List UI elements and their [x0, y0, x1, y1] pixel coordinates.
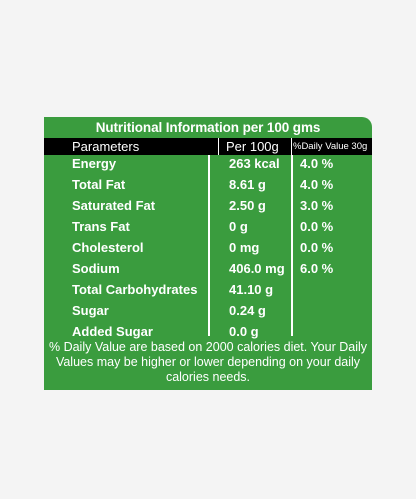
column-divider — [291, 155, 293, 336]
row-value: 41.10 g — [229, 282, 274, 297]
row-name: Cholesterol — [72, 240, 144, 255]
row-daily-value: 4.0 % — [300, 177, 334, 192]
table-row: Energy 263 kcal 4.0 % — [44, 155, 372, 176]
table-row: Cholesterol 0 mg 0.0 % — [44, 239, 372, 260]
header-per-100g: Per 100g — [226, 139, 279, 154]
table-header: Parameters Per 100g %Daily Value 30g — [44, 138, 372, 155]
row-daily-value: 3.0 % — [300, 198, 334, 213]
header-daily-value: %Daily Value 30g — [293, 141, 368, 152]
row-name: Total Fat — [72, 177, 126, 192]
row-name: Sodium — [72, 261, 120, 276]
row-value: 8.61 g — [229, 177, 266, 192]
row-name: Added Sugar — [72, 324, 153, 339]
row-name: Saturated Fat — [72, 198, 156, 213]
row-name: Total Carbohydrates — [72, 282, 198, 297]
table-row: Sugar 0.24 g — [44, 302, 372, 323]
table-row: Trans Fat 0 g 0.0 % — [44, 218, 372, 239]
table-row: Total Carbohydrates 41.10 g — [44, 281, 372, 302]
nutrition-title: Nutritional Information per 100 gms — [95, 120, 321, 135]
header-divider — [218, 138, 219, 155]
header-divider — [291, 138, 292, 155]
row-value: 2.50 g — [229, 198, 266, 213]
row-daily-value: 4.0 % — [300, 156, 334, 171]
column-divider — [208, 155, 210, 336]
row-value: 263 kcal — [229, 156, 280, 171]
table-row: Saturated Fat 2.50 g 3.0 % — [44, 197, 372, 218]
row-value: 0 g — [229, 219, 248, 234]
daily-value-note: % Daily Value are based on 2000 calories… — [48, 340, 368, 384]
row-name: Sugar — [72, 303, 109, 318]
row-value: 406.0 mg — [229, 261, 285, 276]
row-value: 0.24 g — [229, 303, 266, 318]
table-row: Sodium 406.0 mg 6.0 % — [44, 260, 372, 281]
row-value: 0 mg — [229, 240, 260, 255]
row-value: 0.0 g — [229, 324, 259, 339]
nutrition-panel: Nutritional Information per 100 gms Para… — [44, 117, 372, 390]
table-row: Total Fat 8.61 g 4.0 % — [44, 176, 372, 197]
header-parameters: Parameters — [72, 139, 140, 154]
row-name: Energy — [72, 156, 117, 171]
row-daily-value: 0.0 % — [300, 219, 334, 234]
table-row: Added Sugar 0.0 g — [44, 323, 372, 344]
row-daily-value: 0.0 % — [300, 240, 334, 255]
row-daily-value: 6.0 % — [300, 261, 334, 276]
row-name: Trans Fat — [72, 219, 130, 234]
